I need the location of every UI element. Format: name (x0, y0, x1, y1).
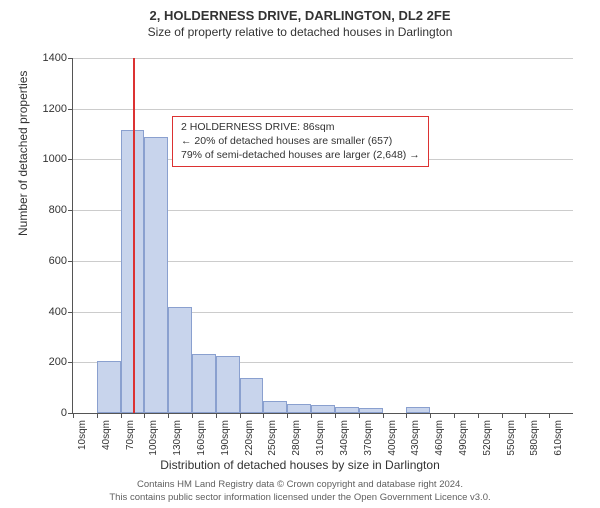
x-tick-label: 370sqm (363, 420, 374, 456)
bar (144, 137, 168, 413)
x-tick-label: 460sqm (434, 420, 445, 456)
x-tick-mark (525, 413, 526, 418)
x-tick-label: 520sqm (482, 420, 493, 456)
bar (311, 405, 335, 413)
bar (287, 404, 311, 413)
bar (168, 307, 192, 414)
x-tick-label: 100sqm (148, 420, 159, 456)
y-tick-label: 800 (27, 204, 67, 216)
chart-area: 020040060080010001200140010sqm40sqm70sqm… (72, 58, 572, 413)
x-tick-label: 160sqm (196, 420, 207, 456)
info-box: 2 HOLDERNESS DRIVE: 86sqm ← 20% of detac… (172, 116, 429, 167)
x-tick-mark (549, 413, 550, 418)
info-line-2: ← 20% of detached houses are smaller (65… (181, 134, 420, 148)
x-tick-mark (478, 413, 479, 418)
x-tick-mark (311, 413, 312, 418)
grid-line (73, 58, 573, 59)
info-line-1: 2 HOLDERNESS DRIVE: 86sqm (181, 120, 420, 134)
x-tick-mark (121, 413, 122, 418)
x-tick-label: 430sqm (410, 420, 421, 456)
y-tick-mark (68, 58, 73, 59)
x-tick-mark (454, 413, 455, 418)
bar (263, 401, 287, 413)
bar (240, 378, 264, 414)
y-tick-mark (68, 261, 73, 262)
x-tick-label: 490sqm (458, 420, 469, 456)
bar (335, 407, 359, 413)
bar (216, 356, 240, 413)
bar (192, 354, 216, 413)
x-tick-mark (335, 413, 336, 418)
x-tick-label: 310sqm (315, 420, 326, 456)
marker-line (133, 58, 135, 413)
footer-line-2: This contains public sector information … (0, 492, 600, 504)
x-tick-label: 40sqm (101, 420, 112, 450)
page-title: 2, HOLDERNESS DRIVE, DARLINGTON, DL2 2FE (0, 8, 600, 23)
x-tick-label: 340sqm (339, 420, 350, 456)
bar (97, 361, 121, 413)
y-tick-label: 200 (27, 356, 67, 368)
x-tick-label: 130sqm (172, 420, 183, 456)
info-line-3: 79% of semi-detached houses are larger (… (181, 148, 420, 162)
footer: Contains HM Land Registry data © Crown c… (0, 479, 600, 504)
x-tick-mark (430, 413, 431, 418)
bar (406, 407, 430, 413)
y-tick-label: 0 (27, 407, 67, 419)
x-tick-mark (359, 413, 360, 418)
y-tick-mark (68, 210, 73, 211)
x-tick-mark (216, 413, 217, 418)
x-tick-label: 70sqm (125, 420, 136, 450)
y-tick-label: 1000 (27, 153, 67, 165)
x-tick-label: 400sqm (387, 420, 398, 456)
y-tick-mark (68, 362, 73, 363)
x-axis-label: Distribution of detached houses by size … (0, 458, 600, 472)
y-tick-label: 1200 (27, 103, 67, 115)
x-tick-mark (73, 413, 74, 418)
x-tick-label: 10sqm (77, 420, 88, 450)
footer-line-1: Contains HM Land Registry data © Crown c… (0, 479, 600, 491)
y-tick-label: 600 (27, 255, 67, 267)
y-tick-label: 1400 (27, 52, 67, 64)
grid-line (73, 109, 573, 110)
x-tick-label: 250sqm (267, 420, 278, 456)
y-tick-mark (68, 159, 73, 160)
x-tick-mark (97, 413, 98, 418)
x-tick-mark (263, 413, 264, 418)
x-tick-label: 190sqm (220, 420, 231, 456)
plot-area: 020040060080010001200140010sqm40sqm70sqm… (72, 58, 573, 414)
page-subtitle: Size of property relative to detached ho… (0, 25, 600, 39)
x-tick-label: 550sqm (506, 420, 517, 456)
y-tick-label: 400 (27, 306, 67, 318)
x-tick-mark (240, 413, 241, 418)
x-tick-label: 580sqm (529, 420, 540, 456)
y-tick-mark (68, 109, 73, 110)
x-tick-label: 280sqm (291, 420, 302, 456)
x-tick-mark (192, 413, 193, 418)
x-tick-mark (502, 413, 503, 418)
x-tick-mark (383, 413, 384, 418)
x-tick-mark (144, 413, 145, 418)
x-tick-label: 220sqm (244, 420, 255, 456)
x-tick-label: 610sqm (553, 420, 564, 456)
x-tick-mark (168, 413, 169, 418)
bar (359, 408, 383, 413)
y-tick-mark (68, 312, 73, 313)
x-tick-mark (406, 413, 407, 418)
x-tick-mark (287, 413, 288, 418)
